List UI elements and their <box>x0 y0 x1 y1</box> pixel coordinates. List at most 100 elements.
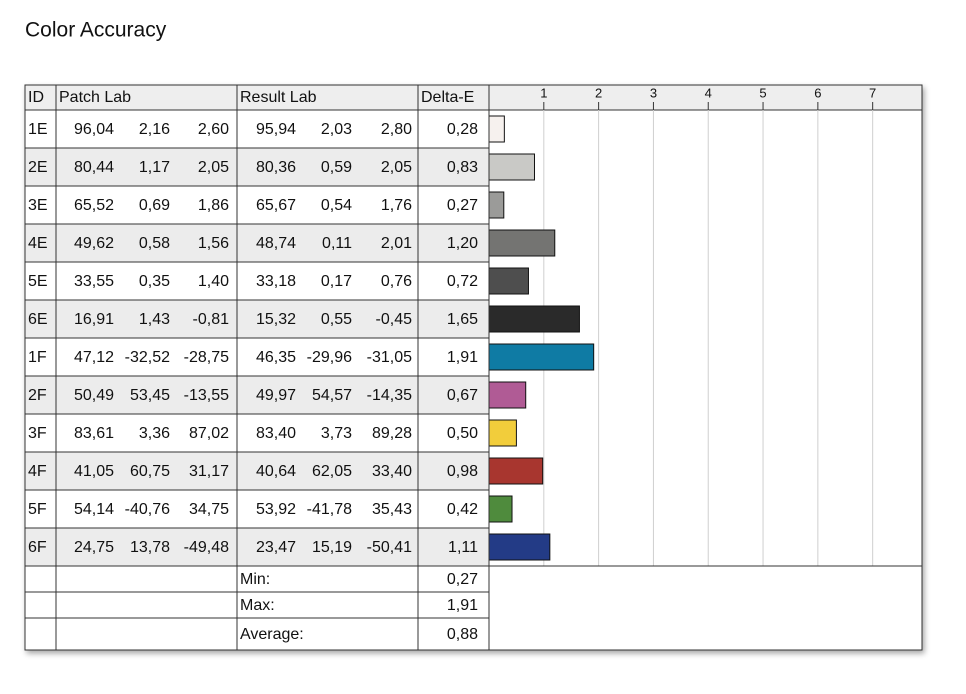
bar <box>488 381 527 409</box>
result-value: 0,11 <box>322 235 352 252</box>
summary-label: Max: <box>240 597 275 614</box>
result-value: 95,94 <box>256 121 296 138</box>
bar <box>488 419 517 447</box>
header-label: Patch Lab <box>59 89 131 106</box>
row-id: 4F <box>28 463 47 480</box>
patch-value: 33,55 <box>74 273 114 290</box>
tick-label: 5 <box>759 85 766 100</box>
delta-value: 0,50 <box>447 425 478 442</box>
result-value: 48,74 <box>256 235 296 252</box>
result-value: 2,80 <box>381 121 412 138</box>
summary-value: 1,91 <box>447 597 478 614</box>
result-value: 62,05 <box>312 463 352 480</box>
result-value: -31,05 <box>367 349 412 366</box>
result-value: -14,35 <box>367 387 412 404</box>
patch-value: 1,43 <box>139 311 170 328</box>
patch-value: -0,81 <box>193 311 230 328</box>
row-id: 5F <box>28 501 47 518</box>
bar <box>488 457 544 485</box>
row-id: 6E <box>28 311 48 328</box>
patch-value: -40,76 <box>125 501 170 518</box>
row-bg <box>25 376 489 414</box>
result-value: 0,55 <box>321 311 352 328</box>
result-value: 3,73 <box>321 425 352 442</box>
patch-value: 83,61 <box>74 425 114 442</box>
header-label: Result Lab <box>240 89 317 106</box>
result-value: 0,59 <box>321 159 352 176</box>
delta-value: 0,98 <box>447 463 478 480</box>
patch-value: -13,55 <box>184 387 229 404</box>
delta-value: 0,42 <box>447 501 478 518</box>
patch-value: 1,17 <box>139 159 170 176</box>
patch-value: 54,14 <box>74 501 114 518</box>
row-bg <box>25 300 489 338</box>
tick-label: 2 <box>595 85 602 100</box>
result-value: 0,17 <box>321 273 352 290</box>
row-id: 3F <box>28 425 47 442</box>
patch-value: 50,49 <box>74 387 114 404</box>
patch-value: 31,17 <box>189 463 229 480</box>
row-id: 5E <box>28 273 48 290</box>
row-bg <box>25 148 489 186</box>
bar <box>488 267 529 295</box>
patch-value: -49,48 <box>184 539 229 556</box>
delta-value: 1,20 <box>447 235 478 252</box>
bar <box>488 229 556 257</box>
patch-value: 47,12 <box>74 349 114 366</box>
patch-value: -28,75 <box>184 349 229 366</box>
patch-value: 1,40 <box>198 273 229 290</box>
summary-label: Average: <box>240 626 304 643</box>
bar <box>488 495 513 523</box>
delta-value: 1,11 <box>448 539 478 556</box>
row-id: 2F <box>28 387 47 404</box>
result-value: 46,35 <box>256 349 296 366</box>
patch-value: 0,69 <box>139 197 170 214</box>
patch-value: -32,52 <box>125 349 170 366</box>
bar <box>488 533 551 561</box>
result-value: -41,78 <box>307 501 352 518</box>
result-value: 15,32 <box>256 311 296 328</box>
delta-value: 0,67 <box>447 387 478 404</box>
patch-value: 49,62 <box>74 235 114 252</box>
delta-value: 0,72 <box>447 273 478 290</box>
result-value: 80,36 <box>256 159 296 176</box>
row-id: 1E <box>28 121 48 138</box>
bar <box>488 343 595 371</box>
tick-label: 7 <box>869 85 876 100</box>
patch-value: 87,02 <box>189 425 229 442</box>
bar <box>488 305 580 333</box>
patch-value: 0,58 <box>139 235 170 252</box>
delta-value: 0,27 <box>447 197 478 214</box>
result-value: 49,97 <box>256 387 296 404</box>
delta-value: 0,83 <box>447 159 478 176</box>
result-value: 2,01 <box>381 235 412 252</box>
patch-value: 16,91 <box>74 311 114 328</box>
result-value: 53,92 <box>256 501 296 518</box>
patch-value: 34,75 <box>189 501 229 518</box>
row-id: 3E <box>28 197 48 214</box>
result-value: 65,67 <box>256 197 296 214</box>
patch-value: 1,86 <box>198 197 229 214</box>
patch-value: 41,05 <box>74 463 114 480</box>
patch-value: 53,45 <box>130 387 170 404</box>
result-value: 83,40 <box>256 425 296 442</box>
patch-value: 24,75 <box>74 539 114 556</box>
patch-value: 96,04 <box>74 121 114 138</box>
result-value: -29,96 <box>307 349 352 366</box>
row-bg <box>25 528 489 566</box>
result-value: 54,57 <box>312 387 352 404</box>
tick-label: 1 <box>540 85 547 100</box>
result-value: 0,76 <box>381 273 412 290</box>
bar <box>488 191 505 219</box>
header-label: ID <box>28 89 44 106</box>
summary-label: Min: <box>240 571 270 588</box>
result-value: 40,64 <box>256 463 296 480</box>
delta-value: 1,65 <box>447 311 478 328</box>
header-bg <box>24 84 923 111</box>
patch-value: 3,36 <box>139 425 170 442</box>
result-value: 33,18 <box>256 273 296 290</box>
bar <box>488 153 535 181</box>
row-id: 2E <box>28 159 48 176</box>
